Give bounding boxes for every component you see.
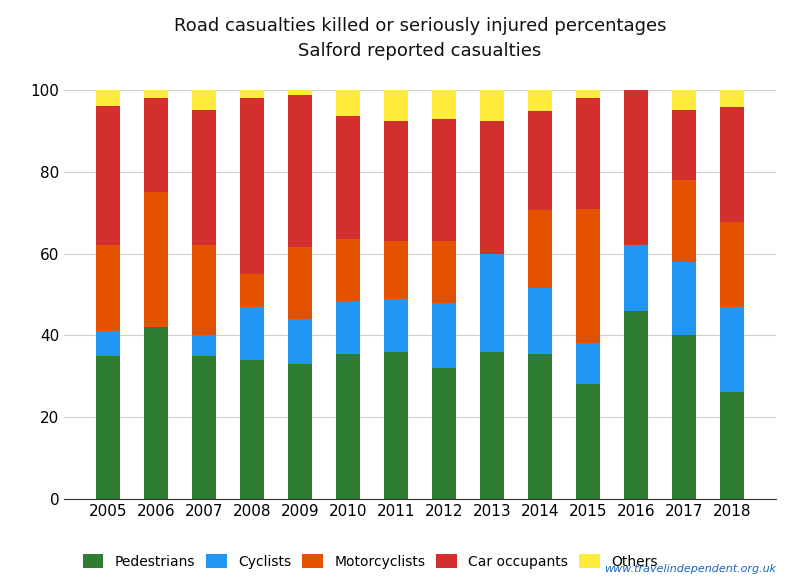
Bar [288, 364, 312, 499]
Bar [672, 110, 696, 180]
Bar [288, 319, 312, 364]
Bar [528, 90, 552, 111]
Bar [576, 90, 600, 98]
Bar [384, 241, 408, 299]
Bar [384, 352, 408, 499]
Bar [672, 262, 696, 335]
Bar [144, 327, 168, 499]
Bar [432, 303, 456, 368]
Title: Road casualties killed or seriously injured percentages
Salford reported casualt: Road casualties killed or seriously inju… [174, 17, 666, 60]
Bar [432, 119, 456, 241]
Bar [144, 192, 168, 327]
Bar [432, 241, 456, 303]
Bar [96, 331, 120, 356]
Bar [528, 111, 552, 210]
Bar [336, 301, 360, 354]
Bar [384, 90, 408, 121]
Bar [240, 307, 264, 360]
Bar [336, 90, 360, 117]
Bar [144, 98, 168, 192]
Bar [576, 385, 600, 499]
Bar [528, 210, 552, 288]
Bar [240, 274, 264, 307]
Bar [192, 335, 216, 356]
Bar [576, 209, 600, 343]
Bar [240, 360, 264, 499]
Bar [624, 245, 648, 311]
Bar [528, 288, 552, 354]
Bar [480, 255, 504, 352]
Bar [624, 90, 648, 245]
Bar [720, 222, 744, 307]
Bar [480, 352, 504, 499]
Bar [192, 110, 216, 245]
Legend: Pedestrians, Cyclists, Motorcyclists, Car occupants, Others: Pedestrians, Cyclists, Motorcyclists, Ca… [77, 549, 663, 575]
Bar [336, 354, 360, 499]
Bar [720, 392, 744, 499]
Bar [288, 95, 312, 247]
Bar [96, 90, 120, 106]
Bar [624, 311, 648, 499]
Bar [576, 343, 600, 385]
Bar [528, 354, 552, 499]
Bar [144, 90, 168, 98]
Bar [432, 368, 456, 499]
Bar [720, 307, 744, 392]
Bar [384, 299, 408, 352]
Text: www.travelindependent.org.uk: www.travelindependent.org.uk [604, 564, 776, 574]
Bar [672, 180, 696, 262]
Bar [288, 247, 312, 319]
Bar [336, 240, 360, 301]
Bar [432, 90, 456, 119]
Bar [192, 90, 216, 110]
Bar [288, 90, 312, 95]
Bar [672, 335, 696, 499]
Bar [240, 90, 264, 98]
Bar [336, 117, 360, 240]
Bar [192, 245, 216, 335]
Bar [96, 245, 120, 331]
Bar [96, 106, 120, 245]
Bar [480, 90, 504, 121]
Bar [720, 107, 744, 222]
Bar [240, 98, 264, 274]
Bar [192, 356, 216, 499]
Bar [720, 90, 744, 107]
Bar [672, 90, 696, 110]
Bar [480, 121, 504, 255]
Bar [96, 356, 120, 499]
Bar [576, 98, 600, 209]
Bar [384, 121, 408, 241]
